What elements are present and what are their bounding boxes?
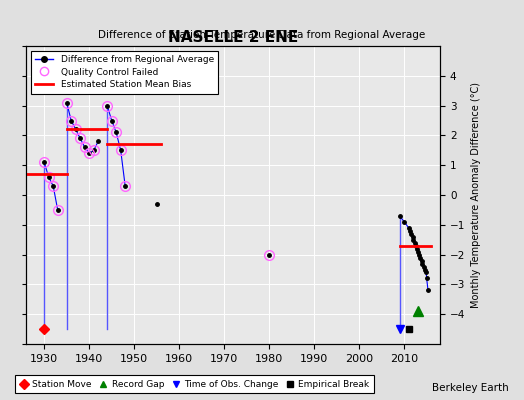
Legend: Station Move, Record Gap, Time of Obs. Change, Empirical Break: Station Move, Record Gap, Time of Obs. C… xyxy=(15,376,374,394)
Title: NASELLE 2 ENE: NASELLE 2 ENE xyxy=(168,30,298,45)
Text: Difference of Station Temperature Data from Regional Average: Difference of Station Temperature Data f… xyxy=(99,30,425,40)
Legend: Difference from Regional Average, Quality Control Failed, Estimated Station Mean: Difference from Regional Average, Qualit… xyxy=(31,50,219,94)
Y-axis label: Monthly Temperature Anomaly Difference (°C): Monthly Temperature Anomaly Difference (… xyxy=(471,82,481,308)
Text: Berkeley Earth: Berkeley Earth xyxy=(432,383,508,393)
